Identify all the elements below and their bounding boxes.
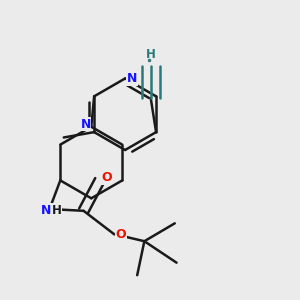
Text: O: O — [116, 228, 126, 241]
Text: O: O — [101, 171, 112, 184]
Text: H: H — [52, 204, 61, 217]
Text: H: H — [146, 48, 156, 61]
Text: N: N — [80, 118, 91, 131]
Text: N: N — [40, 204, 51, 217]
Text: N: N — [127, 72, 137, 85]
